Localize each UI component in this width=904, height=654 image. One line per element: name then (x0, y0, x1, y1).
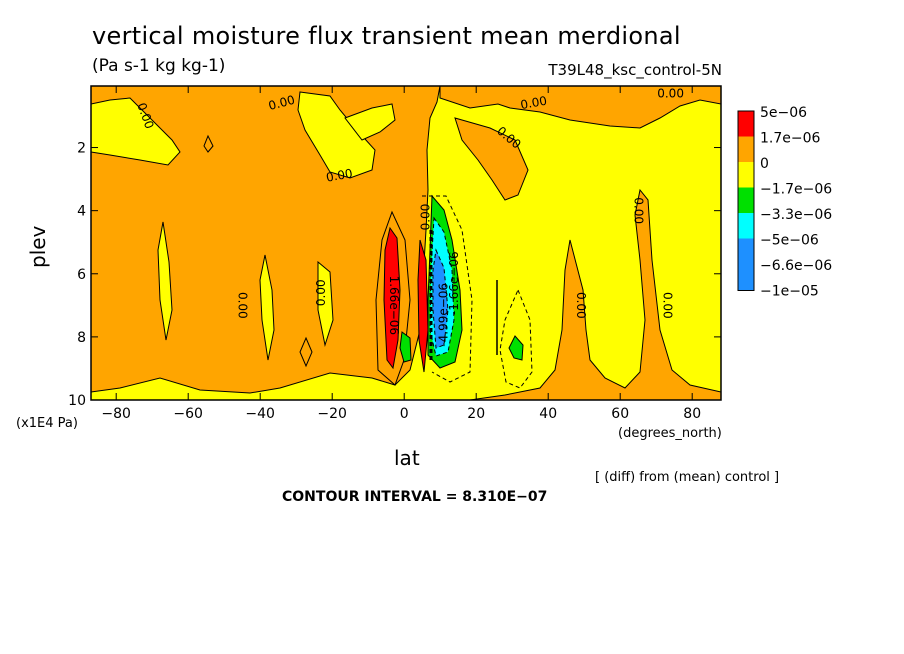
legend-label: −1e−05 (760, 284, 819, 300)
contour-label: 0.00 (236, 292, 250, 319)
contour-label: -1.66e−06 (447, 251, 461, 315)
legend-label: −6.6e−06 (760, 258, 832, 274)
x-tick-label: −40 (245, 406, 275, 422)
legend-swatch (738, 111, 754, 138)
field-green-small-west (399, 331, 412, 363)
x-tick-label: 40 (539, 406, 557, 422)
field-red-cell (383, 226, 401, 370)
field-yellow-nose (344, 103, 396, 141)
field-yellow-midlat-south (297, 91, 376, 179)
legend-label: 1.7e−06 (760, 131, 821, 147)
y-units: (x1E4 Pa) (16, 416, 78, 431)
legend-swatch (738, 162, 754, 188)
legend-swatch (738, 213, 754, 239)
field-green-small-east (508, 335, 524, 361)
legend-label: −3.3e−06 (760, 207, 832, 223)
x-tick-label: 0 (400, 406, 409, 422)
legend-label: 5e−06 (760, 105, 807, 121)
contour-label: 0.00 (267, 93, 296, 113)
field-orange-north-1 (439, 86, 721, 129)
contour-label: 0.00 (519, 94, 548, 112)
x-axis-label: lat (394, 446, 420, 470)
y-tick-label: 2 (77, 141, 86, 157)
x-tick-label: −20 (317, 406, 347, 422)
x-tick-label: −80 (101, 406, 131, 422)
y-tick-label: 6 (77, 267, 86, 283)
legend-swatch (738, 187, 754, 213)
contour-diamond-2 (299, 336, 313, 368)
y-tick-label: 8 (77, 330, 86, 346)
x-tick-label: 60 (611, 406, 629, 422)
x-tick-label: −60 (173, 406, 203, 422)
contour-interval: CONTOUR INTERVAL = 8.310E−07 (282, 489, 548, 505)
field-orange-north-lobe (454, 117, 529, 201)
contour-label: -4.99e−06 (436, 283, 450, 347)
legend-swatch-extended (738, 238, 754, 291)
y-axis-label: plev (26, 225, 50, 268)
field-orange-north-2 (469, 188, 721, 400)
contour-label: 1.66e−06 (387, 276, 401, 335)
x-tick-label: 80 (683, 406, 701, 422)
field-yellow-south-rib-3 (317, 260, 334, 347)
contour-label: 0.00 (661, 292, 675, 319)
axis-ticks: −80 −60 −40 −20 0 20 40 60 80 2 4 6 8 10 (68, 86, 721, 422)
legend-label: −1.7e−06 (760, 182, 832, 198)
chart-title: vertical moisture flux transient mean me… (92, 22, 681, 50)
field-red-cell-east (417, 239, 429, 373)
contour-red-outline (375, 210, 411, 386)
legend-swatch (738, 136, 754, 162)
x-tick-label: 20 (467, 406, 485, 422)
legend-label: 0 (760, 156, 769, 172)
legend-label: −5e−06 (760, 233, 819, 249)
x-units: (degrees_north) (618, 426, 722, 441)
legend-frame (737, 110, 755, 291)
contour-label: 0.00 (314, 279, 328, 306)
contour-diamond-1 (203, 134, 214, 153)
contour-dashed-east (422, 195, 473, 383)
contour-label: 0.00 (632, 197, 646, 224)
contour-dashed-east-2 (499, 288, 533, 389)
field-yellow-polar-south (91, 97, 181, 166)
plot-frame (90, 85, 722, 401)
run-label: T39L48_ksc_control-5N (548, 61, 722, 79)
y-tick-label: 4 (77, 204, 86, 220)
field-blue-cell (432, 248, 449, 349)
field-yellow-south-rib (157, 221, 173, 341)
contour-label: 0.00 (325, 166, 354, 184)
color-legend: 5e−06 1.7e−06 0 −1.7e−06 −3.3e−06 −5e−06 −6.6e… (737, 105, 832, 300)
diff-note: [ (diff) from (mean) control ] (595, 470, 780, 485)
contour-label: 0.00 (418, 204, 432, 231)
y-tick-label: 10 (68, 393, 86, 409)
chart-units: (Pa s-1 kg kg-1) (92, 56, 226, 76)
contour-label: 0.00 (574, 292, 588, 319)
field-yellow-south-rib-2 (259, 254, 275, 361)
contour-label: 0.00 (657, 86, 684, 100)
